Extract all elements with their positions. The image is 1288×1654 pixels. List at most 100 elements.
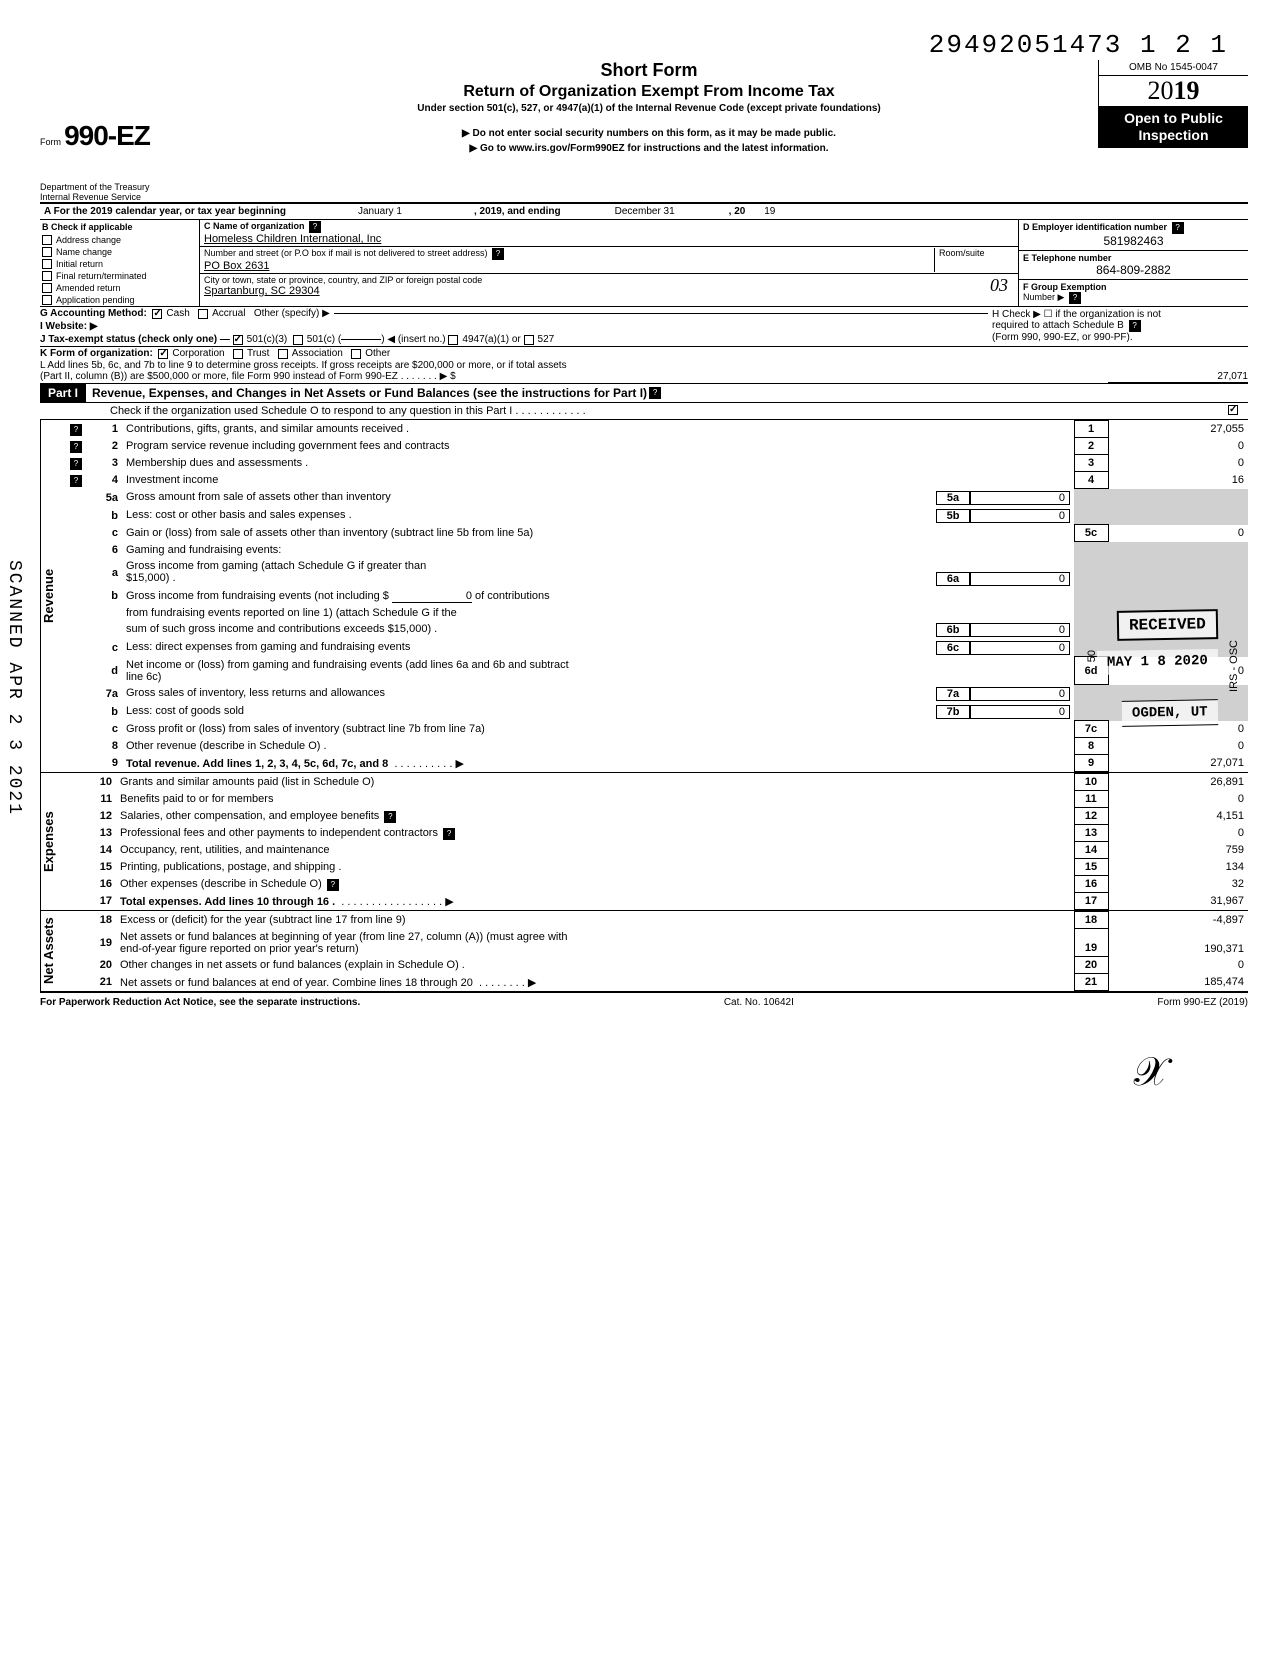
chk-4947[interactable]: [448, 335, 458, 345]
line16-text: Other expenses (describe in Schedule O): [120, 878, 322, 890]
line17-amt: 31,967: [1108, 893, 1248, 910]
line15-num: 15: [1074, 859, 1108, 876]
chk-address-change[interactable]: [42, 235, 52, 245]
line1-amt: 27,055: [1108, 421, 1248, 438]
l-amount: 27,071: [1108, 371, 1248, 383]
line6b-sn: 6b: [936, 623, 970, 637]
lbl-association: Association: [292, 348, 343, 359]
line17-text: Total expenses. Add lines 10 through 16 …: [120, 896, 335, 908]
stamp-irs-osc: IRS - OSC: [1228, 640, 1240, 692]
part1-title: Revenue, Expenses, and Changes in Net As…: [86, 386, 647, 400]
d-lbl: D Employer identification number: [1023, 222, 1167, 232]
line9-num: 9: [1074, 755, 1108, 772]
lbl-501c: 501(c) (: [307, 334, 341, 345]
line20-text: Other changes in net assets or fund bala…: [116, 957, 1074, 974]
help-icon[interactable]: ?: [327, 879, 339, 891]
line11-num: 11: [1074, 791, 1108, 808]
chk-name-change[interactable]: [42, 247, 52, 257]
chk-amended-return[interactable]: [42, 283, 52, 293]
l-line1: L Add lines 5b, 6c, and 7b to line 9 to …: [40, 360, 1248, 371]
form-label-block: Form 990-EZ Department of the Treasury I…: [40, 60, 200, 202]
dept-irs: Internal Revenue Service: [40, 192, 200, 202]
stamp-fifty: 50: [1086, 650, 1098, 662]
footer-left: For Paperwork Reduction Act Notice, see …: [40, 997, 360, 1008]
open-to-public: Open to Public Inspection: [1099, 106, 1248, 148]
line-a-yrval: 19: [749, 204, 779, 219]
line11-amt: 0: [1108, 791, 1248, 808]
j-insert-no[interactable]: [341, 339, 381, 340]
line2-amt: 0: [1108, 438, 1248, 455]
lbl-accrual: Accrual: [212, 308, 245, 319]
help-icon[interactable]: ?: [384, 811, 396, 823]
chk-corporation[interactable]: [158, 349, 168, 359]
line12-text: Salaries, other compensation, and employ…: [120, 810, 379, 822]
right-block: OMB No 1545-0047 2019 Open to Public Ins…: [1098, 60, 1248, 148]
line4-num: 4: [1074, 472, 1108, 489]
chk-initial-return[interactable]: [42, 259, 52, 269]
lbl-527: 527: [538, 334, 555, 345]
line5b-sn: 5b: [936, 509, 970, 523]
chk-501c3[interactable]: [233, 335, 243, 345]
line1-text: Contributions, gifts, grants, and simila…: [122, 421, 1074, 438]
chk-association[interactable]: [278, 349, 288, 359]
chk-trust[interactable]: [233, 349, 243, 359]
line13-amt: 0: [1108, 825, 1248, 842]
col-b: B Check if applicable Address change Nam…: [40, 220, 200, 306]
help-icon[interactable]: ?: [70, 441, 82, 453]
line8-amt: 0: [1108, 738, 1248, 755]
chk-final-return[interactable]: [42, 271, 52, 281]
chk-501c[interactable]: [293, 335, 303, 345]
line2-num: 2: [1074, 438, 1108, 455]
help-icon[interactable]: ?: [70, 424, 82, 436]
help-icon[interactable]: ?: [443, 828, 455, 840]
line14-amt: 759: [1108, 842, 1248, 859]
help-icon[interactable]: ?: [1172, 222, 1184, 234]
help-icon[interactable]: ?: [492, 248, 504, 260]
line5a-text: Gross amount from sale of assets other t…: [126, 491, 936, 505]
b-header: B Check if applicable: [40, 220, 199, 234]
help-icon[interactable]: ?: [309, 221, 321, 233]
line-a-end: December 31: [565, 204, 725, 219]
line18-amt: -4,897: [1108, 912, 1248, 929]
title-return: Return of Organization Exempt From Incom…: [208, 83, 1090, 101]
c-city-val: Spartanburg, SC 29304: [204, 285, 320, 297]
form-word: Form: [40, 137, 61, 147]
line19-t1: Net assets or fund balances at beginning…: [120, 931, 568, 943]
part1-header-row: Part I Revenue, Expenses, and Changes in…: [40, 383, 1248, 403]
chk-cash[interactable]: [152, 309, 162, 319]
help-icon[interactable]: ?: [70, 458, 82, 470]
g-other-line[interactable]: [334, 313, 988, 314]
chk-accrual[interactable]: [198, 309, 208, 319]
footer-right: Form 990-EZ (2019): [1157, 997, 1248, 1008]
line5c-amt: 0: [1108, 525, 1248, 542]
c-room-lbl: Room/suite: [934, 248, 1014, 272]
line8-num: 8: [1074, 738, 1108, 755]
line6d-amt: 0: [1108, 657, 1248, 685]
title-under: Under section 501(c), 527, or 4947(a)(1)…: [208, 103, 1090, 114]
h-line2: required to attach Schedule B: [992, 320, 1124, 331]
line7b-sn: 7b: [936, 705, 970, 719]
chk-527[interactable]: [524, 335, 534, 345]
d-val: 581982463: [1023, 234, 1244, 248]
lbl-corporation: Corporation: [172, 348, 224, 359]
line6a-sn: 6a: [936, 572, 970, 586]
side-revenue: Revenue: [40, 420, 64, 772]
line5b-sa: 0: [970, 509, 1070, 523]
title-short-form: Short Form: [208, 60, 1090, 81]
line6b-t3: sum of such gross income and contributio…: [126, 623, 936, 637]
line8-text: Other revenue (describe in Schedule O) .: [122, 738, 1074, 755]
arrow-ssn: ▶ Do not enter social security numbers o…: [208, 128, 1090, 139]
i-lbl: I Website: ▶: [40, 321, 98, 332]
help-icon[interactable]: ?: [1129, 320, 1141, 332]
help-icon[interactable]: ?: [649, 387, 661, 399]
chk-schedule-o-part1[interactable]: [1228, 405, 1238, 415]
line6a-t2: $15,000) .: [126, 572, 936, 586]
chk-application-pending[interactable]: [42, 295, 52, 305]
line10-num: 10: [1074, 774, 1108, 791]
line5b-text: Less: cost or other basis and sales expe…: [126, 509, 936, 523]
line6a-sa: 0: [970, 572, 1070, 586]
line10-text: Grants and similar amounts paid (list in…: [116, 774, 1074, 791]
help-icon[interactable]: ?: [1069, 292, 1081, 304]
chk-other-org[interactable]: [351, 349, 361, 359]
help-icon[interactable]: ?: [70, 475, 82, 487]
